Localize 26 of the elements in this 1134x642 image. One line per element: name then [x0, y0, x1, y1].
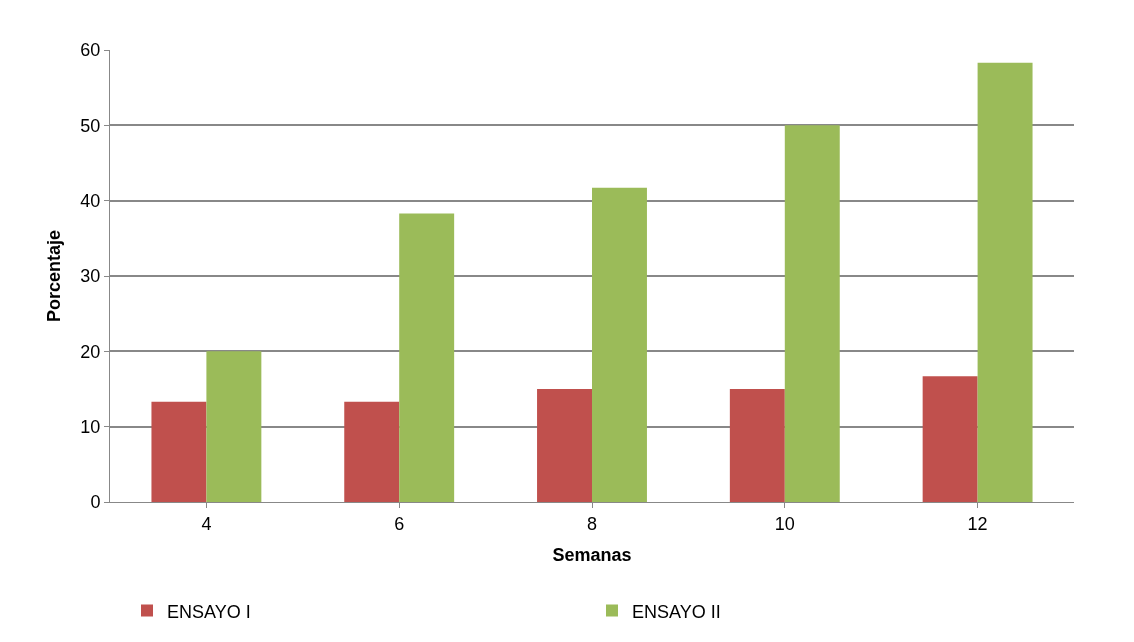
x-tick-label: 8: [586, 513, 598, 534]
x-tick-label: 6: [394, 513, 405, 534]
x-axis-title: Semanas: [552, 544, 632, 565]
bar: [206, 351, 262, 502]
y-tick-label: 20: [80, 341, 101, 362]
x-tick-label: 12: [967, 513, 988, 534]
x-tick-label: 4: [201, 513, 212, 534]
bar: [592, 187, 647, 502]
y-tick-label: 50: [80, 115, 101, 136]
bar: [344, 401, 400, 502]
bar: [977, 62, 1033, 502]
y-tick-label: 10: [80, 416, 101, 437]
y-tick-label: 0: [90, 492, 101, 513]
bar: [537, 389, 592, 502]
legend-label: ENSAYO I: [167, 601, 251, 622]
bar: [399, 213, 455, 502]
bar: [151, 401, 207, 502]
bar: [729, 389, 785, 502]
y-axis-title: Porcentaje: [43, 229, 64, 323]
bar: [922, 376, 978, 502]
y-tick-label: 40: [80, 190, 101, 211]
y-tick-label: 30: [80, 266, 101, 287]
x-tick-label: 10: [774, 513, 795, 534]
bar: [784, 125, 840, 502]
y-tick-label: 60: [80, 40, 101, 61]
legend-label: ENSAYO II: [632, 601, 721, 622]
